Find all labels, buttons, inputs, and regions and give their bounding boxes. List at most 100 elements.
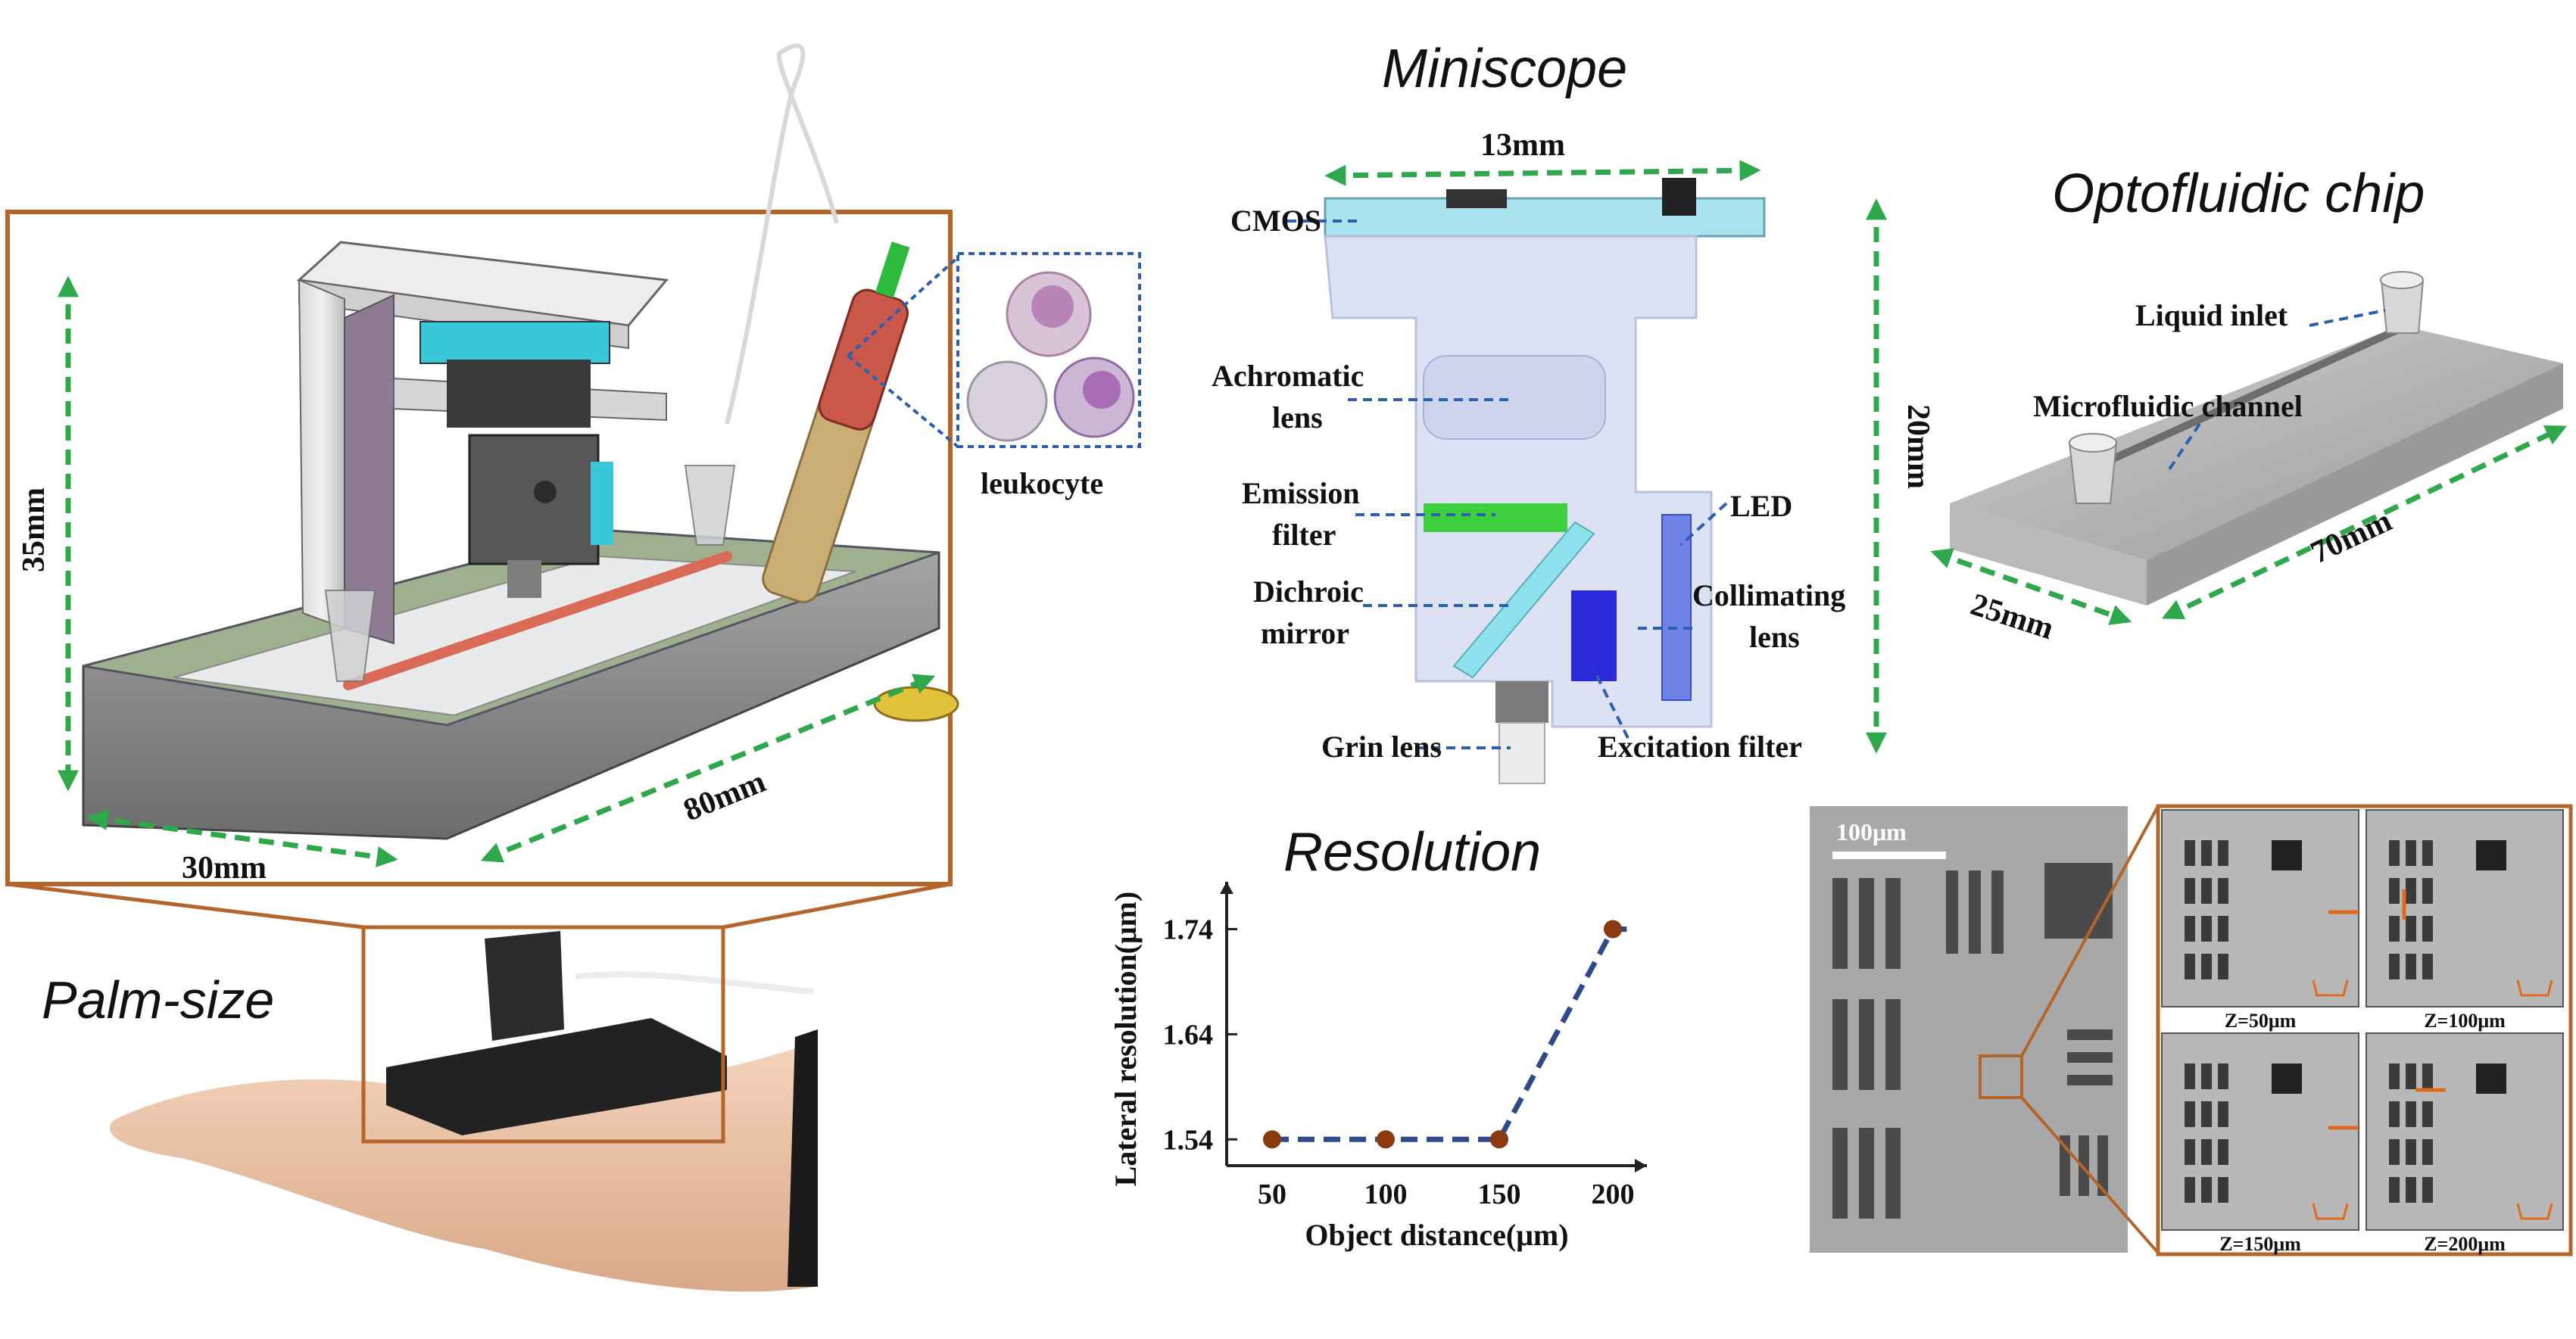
tile-bar [2201, 916, 2212, 942]
emission-label-2: filter [1272, 518, 1336, 552]
leukocyte-label: leukocyte [981, 466, 1103, 500]
tile-bar [2389, 1177, 2400, 1203]
chart-data-point [1377, 1130, 1395, 1149]
tile-bar [2218, 840, 2228, 866]
tile-bar [2201, 1177, 2212, 1203]
sleeve [787, 1029, 818, 1287]
emission-label: Emission [1242, 476, 1360, 510]
tile-bar [2422, 878, 2433, 904]
chart-x-axis-label: Object distance(μm) [1305, 1218, 1568, 1252]
tile-square [2272, 840, 2302, 870]
palm-frame [361, 925, 725, 1144]
cmos-board [1324, 197, 1766, 238]
height-label: 20mm [1901, 404, 1935, 489]
tile-bar [2218, 954, 2228, 979]
dichroic-label: Dichroic [1253, 575, 1364, 609]
scale-bar [1832, 852, 1946, 859]
excitation-label: Excitation filter [1598, 730, 1802, 764]
tile-bar [2201, 840, 2212, 866]
cable [575, 971, 815, 995]
tile-bar [2422, 840, 2433, 866]
dichroic-mirror [1452, 521, 1595, 679]
tile-bar [2185, 954, 2195, 979]
dichroic-label-2: mirror [1261, 616, 1349, 650]
chart-y-axis-label: Lateral resolution(μm) [1109, 892, 1143, 1187]
scale-bar-label: 100μm [1836, 818, 1907, 845]
tile-bar [2422, 1063, 2433, 1089]
chart-y-tick-label: 1.74 [1163, 914, 1214, 946]
tile-bar [2406, 1139, 2416, 1165]
resolution-chart: Resolution 50 100 150 200 1.54 1.64 1.74 Objec… [1109, 822, 1647, 1252]
inlet-cylinder-top [2069, 433, 2117, 453]
tile-bar [2422, 1101, 2433, 1127]
top-width-label: 13mm [1480, 128, 1565, 163]
chart-x-tick-label: 50 [1258, 1179, 1286, 1210]
z-label: Z=150μm [2219, 1233, 2301, 1255]
tile-bar [2406, 954, 2416, 979]
cmos-label: CMOS [1230, 204, 1321, 238]
device-panel: leukocyte 35mm 30mm 80mm [5, 43, 1141, 930]
tile-bar [2201, 878, 2212, 904]
orange-bracket [2516, 1203, 2553, 1220]
microscope-stand [296, 241, 669, 645]
zoom-connector [2020, 1096, 2160, 1254]
tile-square [2272, 1063, 2302, 1094]
collimating-label-2: lens [1749, 620, 1800, 654]
tile-bar [2422, 954, 2433, 979]
frame-connector [722, 882, 951, 930]
zoom-tiles: Z=50μm Z=100μm Z=150μm Z=200μm [2161, 809, 2564, 1255]
tile-bar [2201, 1063, 2212, 1089]
led [1661, 514, 1692, 701]
scope-housing [1324, 235, 1713, 728]
chip-panel: Optofluidic chip Liquid inlet Microfluid… [1930, 163, 2568, 646]
palm-photo: Palm-size [42, 925, 818, 1292]
led-label: LED [1730, 489, 1792, 523]
chip-title: Optofluidic chip [2052, 163, 2425, 224]
grin-lens [1495, 681, 1548, 723]
tile-bar [2218, 1063, 2228, 1089]
device-photo-top [485, 931, 564, 1041]
hand-shape [109, 1045, 814, 1292]
chip-width-arrow [1930, 548, 2132, 625]
zoom-region [1979, 1054, 2023, 1099]
chart-y-tick-label: 1.54 [1163, 1124, 1214, 1156]
tile-bar [2185, 1063, 2195, 1089]
achromatic-label-2: lens [1272, 400, 1323, 434]
tile-bar [2389, 878, 2400, 904]
cmos-chips [1446, 189, 1507, 208]
width-arrow [86, 809, 398, 867]
chart-plot-area: 50 100 150 200 1.54 1.64 1.74 [1163, 882, 1647, 1210]
chart-x-tick-label: 100 [1364, 1179, 1408, 1210]
frame-connector [7, 882, 364, 930]
z-label: Z=100μm [2424, 1010, 2506, 1032]
height-label: 35mm [17, 487, 51, 572]
width-label: 30mm [182, 851, 267, 886]
tile-bar [2218, 1101, 2228, 1127]
tile-bar [2422, 1139, 2433, 1165]
tile-bar [2422, 916, 2433, 942]
leukocyte-nucleus [1031, 285, 1074, 328]
chip-length-arrow [2161, 425, 2568, 620]
grin-tube [1499, 722, 1545, 784]
achromatic-lens [1423, 355, 1606, 440]
chart-x-tick-label: 150 [1478, 1179, 1521, 1210]
chart-data-point [1263, 1130, 1281, 1149]
usaf-bars [1832, 863, 2113, 1219]
tile-bar [2201, 1139, 2212, 1165]
inlet-label: Liquid inlet [2135, 298, 2288, 332]
tile-bar [2389, 1139, 2400, 1165]
tile-bar [2406, 878, 2416, 904]
tile-bar [2185, 1139, 2195, 1165]
miniscope-panel: Miniscope 13mm 20mm CMOS Achromatic len [1212, 39, 1935, 784]
grin-label: Grin lens [1321, 730, 1442, 764]
tile-bar [2218, 1139, 2228, 1165]
chart-y-arrowhead [1220, 882, 1233, 894]
valve-knob [873, 686, 959, 722]
chart-data-point [1490, 1130, 1508, 1149]
leader-lines [1287, 220, 1728, 749]
top-width-arrow [1324, 160, 1761, 186]
tile-bar [2218, 916, 2228, 942]
tile-bar [2389, 1101, 2400, 1127]
tile-bar [2185, 1177, 2195, 1203]
excitation-filter [1571, 590, 1617, 681]
